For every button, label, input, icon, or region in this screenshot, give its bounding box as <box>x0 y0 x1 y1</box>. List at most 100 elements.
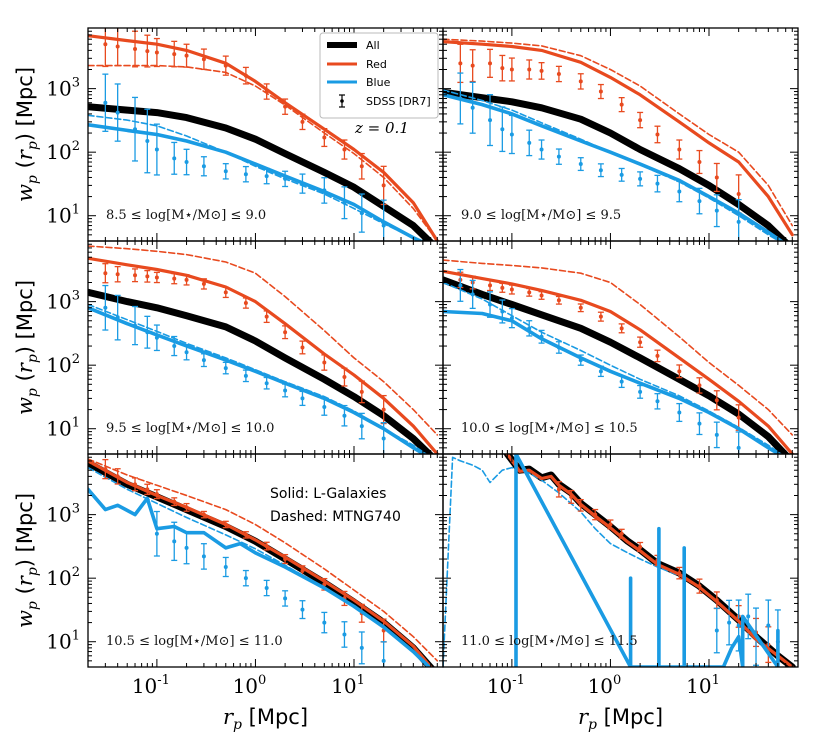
y-tick-label: 102 <box>46 139 80 164</box>
sdss-blue-point <box>487 94 494 147</box>
sdss-red-point <box>696 149 703 175</box>
sdss-blue-point <box>282 590 289 607</box>
x-axis-label: rp [Mpc] <box>578 705 663 733</box>
red-dashed-line <box>88 64 439 241</box>
sdss-blue-point <box>618 167 625 182</box>
blue-line <box>88 487 432 667</box>
panel-mass-label: 11.0 ≤ log[M⋆/M⊙] ≤ 11.5 <box>461 634 638 649</box>
sdss-red-point <box>713 390 720 411</box>
sdss-red-point <box>132 30 139 68</box>
x-tick-label: 10-1 <box>132 673 170 698</box>
blue-line <box>443 309 783 454</box>
all-line <box>88 103 435 241</box>
blue-line <box>443 93 785 241</box>
sdss-red-point <box>713 162 720 193</box>
sdss-red-point <box>676 139 683 160</box>
blue-dashed-line <box>88 114 423 241</box>
red-dashed-line <box>443 259 794 436</box>
sdss-red-point <box>538 62 545 80</box>
redshift-label: z = 0.1 <box>354 119 409 137</box>
red-dashed-line <box>443 38 794 227</box>
sdss-red-point <box>222 55 229 76</box>
panel-10.5-11.0: 10.5 ≤ log[M⋆/M⊙] ≤ 11.0 101 102 103 10-1 100… <box>46 453 444 698</box>
sdss-blue-point <box>735 198 742 241</box>
legend-box <box>319 32 439 119</box>
sdss-blue-point <box>380 199 387 241</box>
sdss-blue-point <box>153 123 160 176</box>
blue-dashed-line <box>443 456 681 667</box>
y-tick-label: 103 <box>46 76 80 101</box>
sdss-blue-point <box>735 431 742 454</box>
sdss-blue-point <box>380 641 387 667</box>
sdss-blue-point <box>499 106 506 153</box>
plot-area <box>88 458 439 667</box>
red-dashed-line <box>88 458 439 662</box>
sdss-blue-point <box>577 157 584 172</box>
sdss-blue-point <box>242 369 249 383</box>
sdss-blue-point <box>726 599 733 646</box>
panel-11.0-11.5: 11.0 ≤ log[M⋆/M⊙] ≤ 11.5 10-1 100 101 <box>442 453 799 698</box>
all-line <box>443 88 790 241</box>
ticks <box>87 453 444 668</box>
sdss-red-point <box>171 272 178 285</box>
y-tick-label: 103 <box>46 289 80 314</box>
red-line <box>88 459 433 667</box>
sdss-blue-point <box>341 621 348 648</box>
sdss-red-point <box>538 291 545 300</box>
sdss-blue-point <box>676 180 683 203</box>
blue-line <box>88 123 425 241</box>
sdss-blue-point <box>102 73 109 132</box>
sdss-red-point <box>153 271 160 284</box>
sdss-blue-point <box>555 148 562 165</box>
sdss-blue-point <box>654 393 661 410</box>
sdss-blue-point <box>200 543 207 570</box>
y-tick-label: 103 <box>46 502 80 527</box>
sdss-blue-point <box>597 163 604 178</box>
y-axis-label: wp (rp) [Mpc] <box>13 493 41 628</box>
legend-red-label: Red <box>366 58 387 71</box>
x-tick-label: 101 <box>331 673 365 698</box>
y-tick-label: 101 <box>46 203 80 228</box>
y-axis-labels: wp (rp) [Mpc] wp (rp) [Mpc] wp (rp) [Mpc] <box>13 67 41 628</box>
y-tick-label: 102 <box>46 352 80 377</box>
sdss-blue-point <box>242 165 249 183</box>
sdss-blue-point <box>183 531 190 565</box>
sdss-blue-point <box>299 600 306 620</box>
sdss-blue-point <box>153 510 160 557</box>
sdss-blue-point <box>200 353 207 368</box>
y-tick-label: 102 <box>46 565 80 590</box>
x-tick-label: 100 <box>233 673 267 698</box>
sdss-blue-point <box>144 108 151 174</box>
sdss-red-point <box>499 54 506 82</box>
sdss-blue-point <box>637 384 644 399</box>
sdss-blue-point <box>282 383 289 398</box>
sdss-blue-point <box>153 324 160 352</box>
blue-line <box>88 306 428 454</box>
sdss-blue-point <box>526 129 533 157</box>
plot-area <box>88 245 439 454</box>
sdss-red-point <box>487 48 494 78</box>
sdss-red-point <box>654 125 661 144</box>
ticks <box>87 240 444 455</box>
sdss-red-point <box>597 311 604 322</box>
sdss-blue-point <box>358 631 365 665</box>
sdss-red-point <box>618 323 625 334</box>
red-line <box>88 34 439 241</box>
sdss-red-point <box>654 349 661 363</box>
sdss-blue-point <box>222 163 229 180</box>
ticks <box>442 27 799 242</box>
plot-area <box>443 259 794 454</box>
panels-layer: 8.5 ≤ log[M⋆/M⊙] ≤ 9.0 101 102 103 9.0 ≤ log… <box>46 27 799 698</box>
sdss-red-point <box>696 377 703 394</box>
sdss-blue-point <box>132 96 139 162</box>
sdss-blue-point <box>469 279 476 310</box>
sdss-red-point <box>499 282 506 293</box>
sdss-blue-point <box>222 361 229 375</box>
sdss-blue-point <box>654 174 661 193</box>
sdss-red-point <box>637 111 644 129</box>
legend-all-label: All <box>366 39 380 52</box>
sdss-blue-point <box>222 556 229 578</box>
sdss-blue-point <box>242 569 249 587</box>
sdss-red-point <box>144 34 151 68</box>
x-tick-label: 100 <box>588 673 622 698</box>
